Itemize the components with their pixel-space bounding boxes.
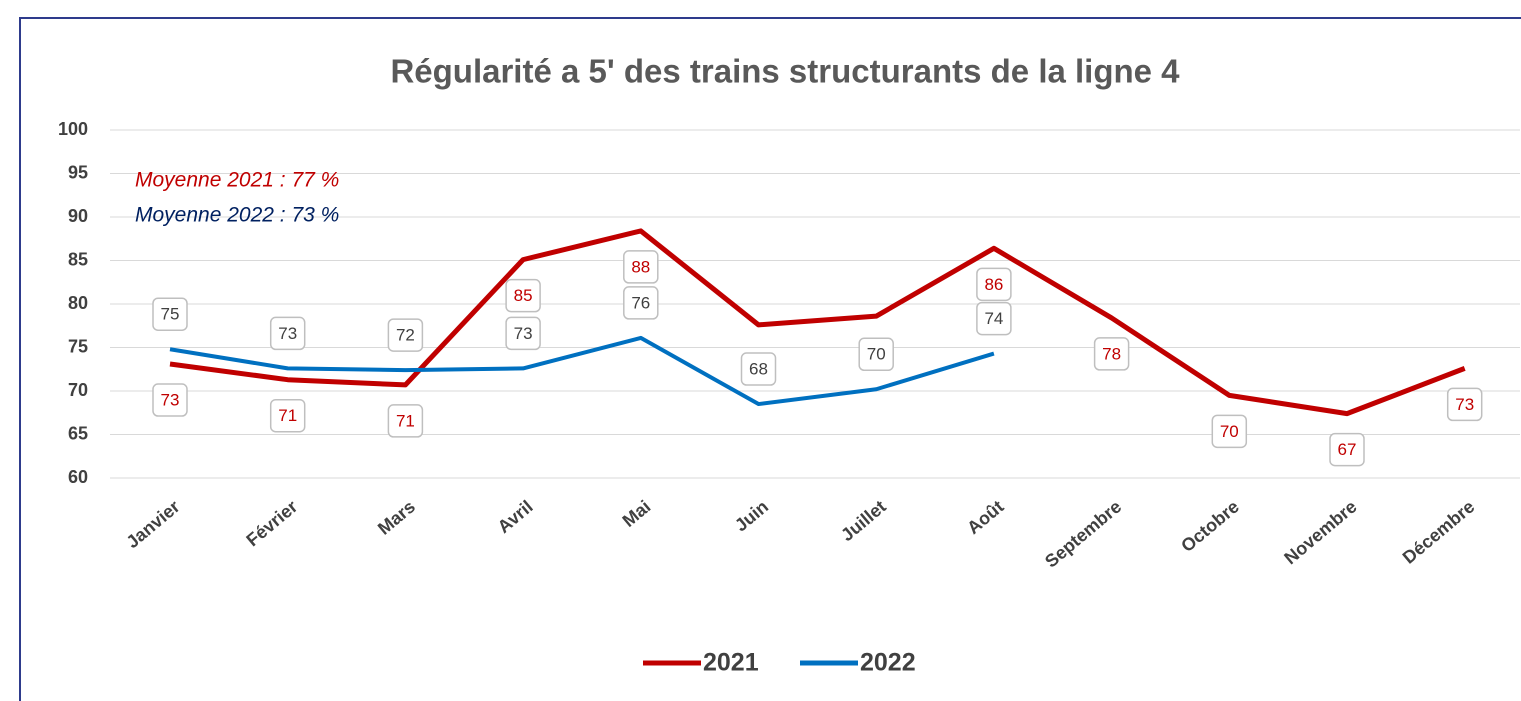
- data-label-box: [269, 316, 306, 351]
- data-label: 70: [1220, 422, 1239, 441]
- data-label-box: [740, 352, 777, 386]
- data-label-box: [858, 337, 894, 372]
- data-label: 70: [867, 345, 886, 364]
- data-label-box: [1211, 414, 1248, 449]
- data-label: 73: [514, 324, 533, 343]
- y-tick-label: 60: [68, 467, 88, 487]
- y-tick-label: 90: [68, 206, 88, 226]
- data-label-box: [505, 316, 541, 351]
- data-label-box: [1329, 432, 1365, 467]
- annotation: Moyenne 2021 : 77 %: [135, 169, 339, 192]
- data-label: 78: [1102, 344, 1121, 363]
- data-label-box: [976, 267, 1012, 302]
- legend-label: 2021: [703, 649, 759, 677]
- y-tick-label: 70: [68, 380, 88, 400]
- series-line: [169, 335, 995, 407]
- data-label: 85: [514, 286, 533, 305]
- data-label: 71: [278, 406, 297, 425]
- data-label-box: [387, 318, 424, 352]
- data-label-box: [269, 398, 306, 433]
- data-label: 73: [278, 324, 297, 343]
- data-label-box: [623, 286, 659, 320]
- data-label: 88: [631, 257, 650, 276]
- y-tick-label: 65: [68, 423, 88, 443]
- y-tick-label: 80: [68, 293, 88, 313]
- data-label: 74: [984, 309, 1003, 328]
- data-label: 76: [631, 293, 650, 312]
- annotation: Moyenne 2022 : 73 %: [135, 204, 339, 227]
- data-label: 71: [396, 411, 415, 430]
- data-label: 86: [984, 275, 1003, 294]
- data-label-box: [1093, 337, 1130, 371]
- data-label-box: [387, 404, 424, 438]
- series-line: [169, 228, 1466, 417]
- y-tick-label: 85: [68, 249, 88, 269]
- data-label-box: [505, 278, 541, 313]
- data-label-box: [976, 301, 1012, 336]
- data-label-box: [1446, 387, 1483, 422]
- data-label: 75: [161, 305, 180, 324]
- data-label: 72: [396, 326, 415, 345]
- y-tick-label: 95: [68, 162, 88, 182]
- legend-label: 2022: [860, 649, 916, 677]
- y-tick-label: 100: [58, 119, 88, 139]
- data-label-box: [152, 297, 188, 331]
- data-label: 68: [749, 360, 768, 379]
- data-label-box: [152, 383, 188, 417]
- data-label-box: [623, 250, 659, 284]
- chart-title: Régularité a 5' des trains structurants …: [390, 53, 1180, 90]
- y-tick-label: 75: [68, 336, 88, 356]
- data-label: 73: [1455, 395, 1474, 414]
- data-label: 67: [1338, 440, 1357, 459]
- data-label: 73: [161, 391, 180, 410]
